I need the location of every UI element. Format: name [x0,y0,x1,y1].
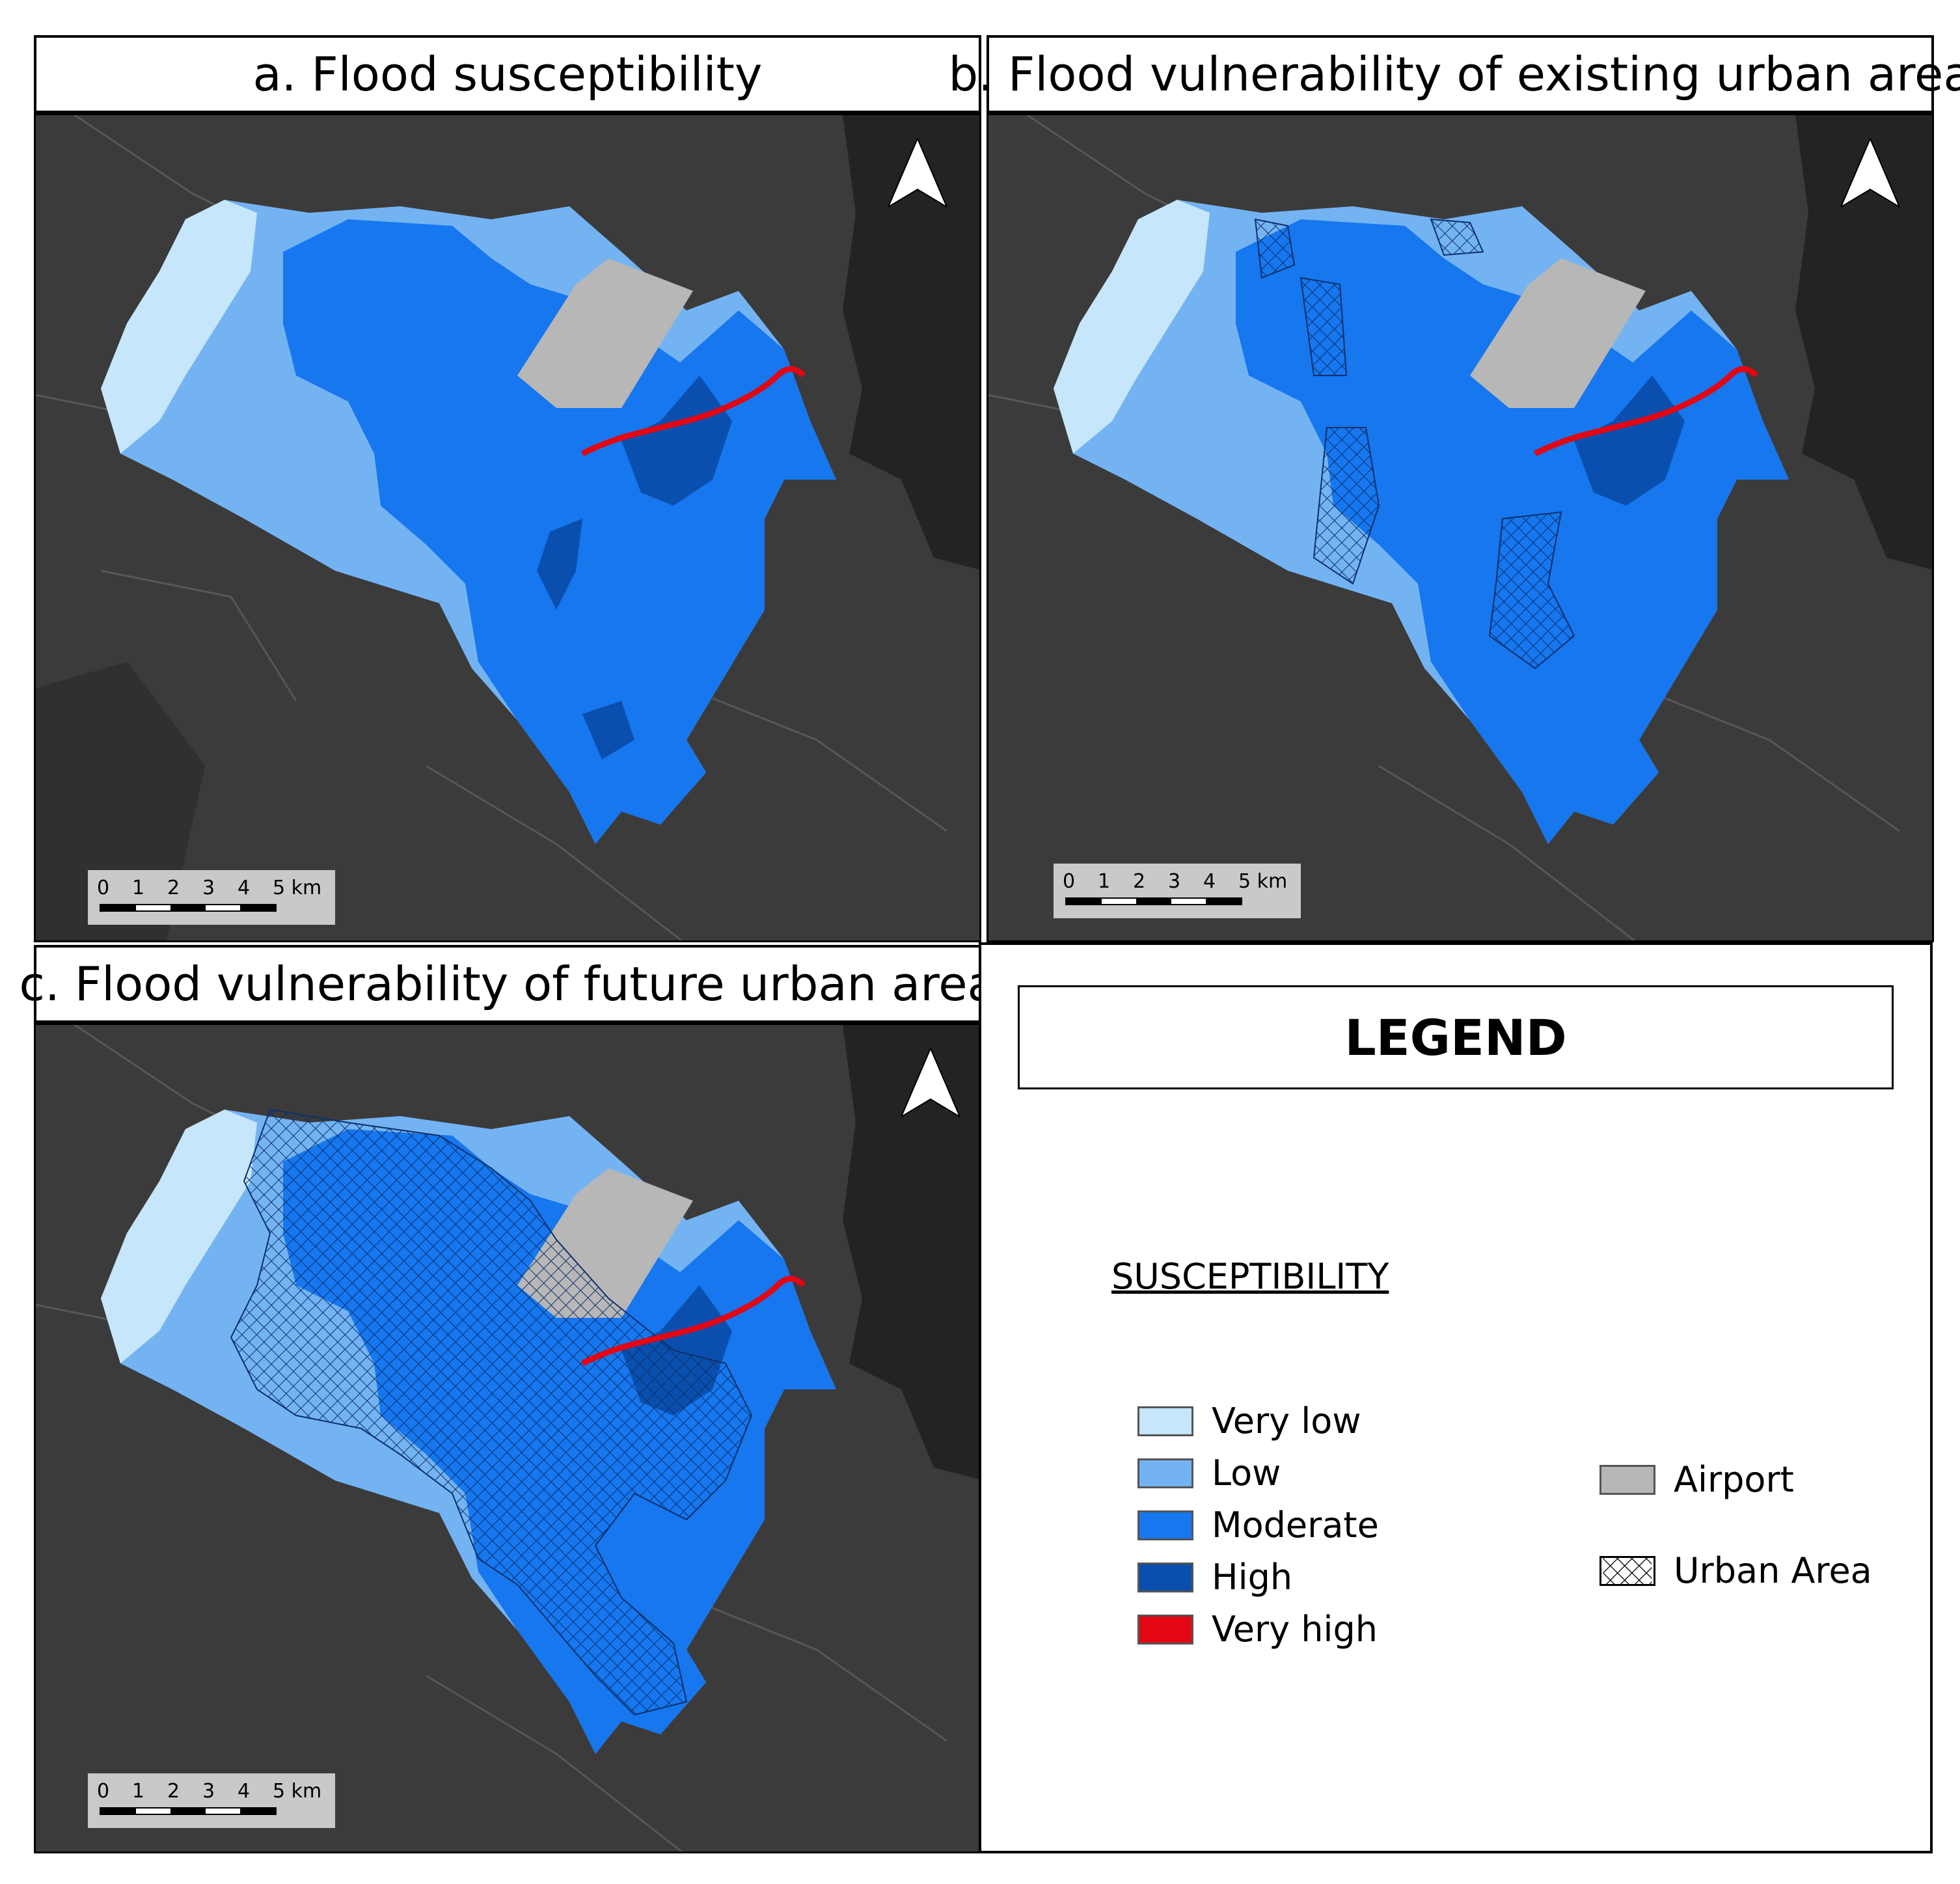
legend-item-low: Low [1137,1453,1281,1494]
panel-b-title: b. Flood vulnerability of existing urban… [949,35,1960,113]
very-high-river [580,366,806,457]
panel-c-title: c. Flood vulnerability of future urban a… [19,945,996,1023]
legend-title: LEGEND [1018,985,1894,1089]
legend-label: Very high [1212,1609,1378,1650]
north-arrow [888,139,947,210]
scalebar-a: 0 1 2 3 4 5 km [88,870,335,925]
swatch-airport [1599,1464,1655,1495]
legend-susceptibility-heading: SUSCEPTIBILITY [1111,1256,1389,1297]
legend-label: High [1212,1557,1293,1598]
legend-panel: LEGEND SUSCEPTIBILITY Very low Low Moder… [979,942,1933,1853]
map-panel-b: 0 1 2 3 4 5 km [987,113,1934,942]
legend-item-very-low: Very low [1137,1400,1361,1441]
legend-item-urban-area: Urban Area [1599,1550,1872,1591]
north-arrow [1841,139,1899,210]
map-panel-c: 0 1 2 3 4 5 km [34,1023,981,1853]
north-arrow-icon [888,139,947,208]
legend-label: Very low [1212,1400,1361,1441]
swatch-very-high [1137,1614,1193,1645]
swatch-urban-area [1599,1555,1655,1586]
legend-item-airport: Airport [1599,1459,1794,1500]
north-arrow-icon [1841,139,1899,208]
legend-label: Low [1212,1453,1281,1494]
north-arrow-icon [901,1048,960,1118]
map-c-svg [36,1025,979,1851]
susceptibility-zones [101,200,836,844]
susceptibility-zones-c [101,1108,836,1754]
legend-item-high: High [1137,1557,1292,1598]
swatch-high [1137,1562,1193,1592]
swatch-low [1137,1458,1193,1488]
legend-label: Urban Area [1674,1550,1872,1591]
susceptibility-zones-b [1054,200,1789,844]
airport-area [517,258,693,408]
map-b-svg [988,115,1932,940]
future-urban-area [230,1108,753,1716]
legend-item-moderate: Moderate [1137,1505,1379,1546]
swatch-moderate [1137,1510,1193,1540]
map-panel-a: 0 1 2 3 4 5 km [34,113,981,942]
swatch-very-low [1137,1406,1193,1436]
scalebar-b: 0 1 2 3 4 5 km [1054,864,1301,918]
sea-area [843,115,979,570]
scalebar-c: 0 1 2 3 4 5 km [88,1773,335,1828]
north-arrow [901,1048,960,1120]
existing-urban-area [1254,218,1575,670]
panel-a-title: a. Flood susceptibility [34,35,981,113]
legend-label: Moderate [1212,1505,1379,1546]
legend-label: Airport [1674,1459,1794,1500]
map-a-svg [36,115,979,940]
legend-item-very-high: Very high [1137,1609,1378,1650]
